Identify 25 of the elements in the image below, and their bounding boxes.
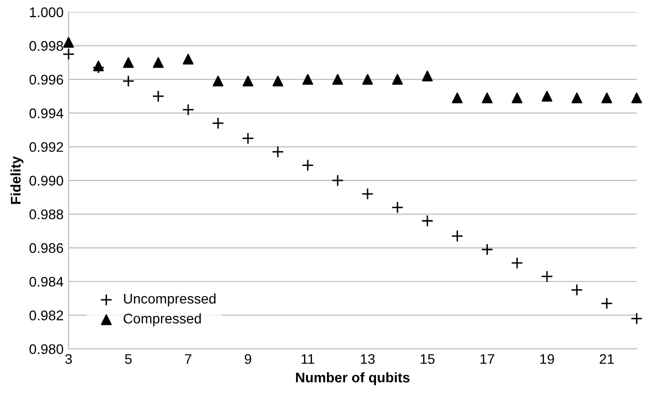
legend-label: Uncompressed bbox=[124, 293, 216, 306]
y-tick-label: 0.986 bbox=[29, 243, 64, 253]
x-tick-label: 15 bbox=[420, 354, 435, 364]
y-tick-label: 0.992 bbox=[29, 142, 64, 152]
x-tick-label: 11 bbox=[302, 354, 314, 364]
y-tick-label: 0.988 bbox=[29, 209, 64, 220]
x-tick-label: 13 bbox=[360, 354, 375, 364]
y-tick-label: 0.984 bbox=[29, 276, 64, 287]
x-tick-label: 21 bbox=[600, 354, 614, 364]
x-tick-label: 17 bbox=[480, 354, 494, 364]
x-tick-label: 9 bbox=[244, 354, 252, 364]
y-axis-title: Fidelity bbox=[10, 156, 24, 204]
x-axis-title: Number of qubits bbox=[296, 372, 410, 386]
y-tick-label: 0.998 bbox=[29, 41, 64, 51]
y-tick-label: 0.980 bbox=[29, 344, 64, 354]
x-tick-label: 3 bbox=[65, 354, 72, 364]
y-tick-label: 0.996 bbox=[29, 74, 64, 85]
x-tick-label: 7 bbox=[185, 354, 192, 364]
y-tick-label: 0.982 bbox=[29, 310, 64, 320]
y-tick-label: 1.000 bbox=[30, 7, 64, 18]
legend-label: Compressed bbox=[124, 313, 201, 326]
y-tick-label: 0.994 bbox=[29, 108, 64, 118]
y-tick-label: 0.990 bbox=[29, 176, 64, 186]
x-tick-label: 19 bbox=[540, 354, 554, 364]
x-tick-label: 5 bbox=[125, 354, 132, 364]
